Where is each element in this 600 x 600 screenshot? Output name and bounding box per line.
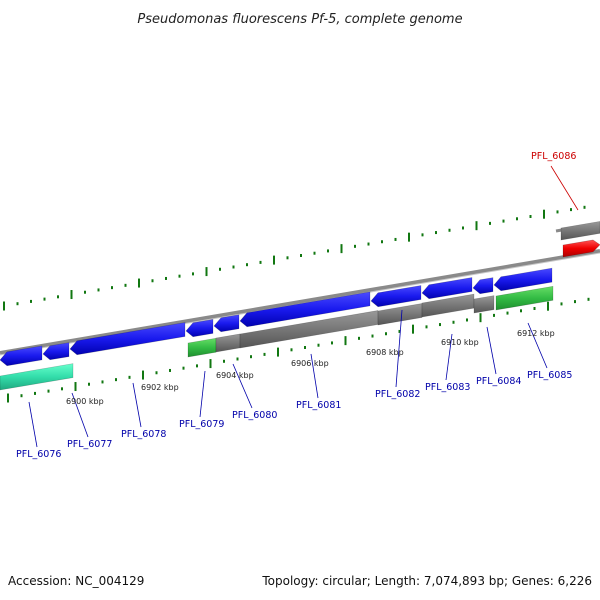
scale-label: 6902 kbp [141, 383, 179, 392]
scale-label: 6904 kbp [216, 371, 254, 380]
leader-line [199, 370, 206, 418]
label-leader-lines [28, 165, 579, 448]
gene-label: PFL_6083 [425, 382, 470, 393]
gene-label: PFL_6084 [476, 376, 521, 387]
leader-line [445, 333, 453, 381]
leader-line [71, 392, 89, 438]
gene-label: PFL_6082 [375, 389, 420, 400]
lower-tick-track [7, 297, 590, 403]
gene-features [0, 221, 600, 391]
green-block-pfl-6079 [187, 337, 217, 358]
backbone-upper [0, 249, 600, 355]
gene-block-pfl-6079 [185, 319, 214, 338]
leader-line [232, 363, 253, 409]
gray-block-a [215, 333, 241, 353]
gene-label: PFL_6080 [232, 410, 277, 421]
gray-block-e [473, 295, 495, 314]
teal-block-left [0, 363, 74, 391]
gene-label: PFL_6078 [121, 429, 166, 440]
gene-block-pfl-6083 [421, 277, 473, 300]
red-block-pfl-6086 [562, 239, 600, 258]
gene-block-pfl-6082 [370, 285, 422, 308]
accession-text: Accession: NC_004129 [8, 574, 144, 588]
leader-line [132, 382, 142, 428]
gray-block-pfl-6086 [560, 221, 600, 241]
gene-label: PFL_6086 [531, 151, 576, 162]
green-block-pfl-6085 [495, 285, 554, 311]
leader-line [310, 353, 319, 399]
leader-line [550, 165, 579, 211]
gene-label: PFL_6079 [179, 419, 224, 430]
gene-labels: PFL_6076 PFL_6077 PFL_6078 PFL_6079 PFL_6080… [16, 151, 576, 460]
gene-block-pfl-6077 [42, 342, 70, 361]
scale-label: 6912 kbp [517, 329, 555, 338]
gene-label: PFL_6081 [296, 400, 341, 411]
scale-labels: 6900 kbp 6902 kbp 6904 kbp 6906 kbp 6908 kbp… [66, 329, 555, 406]
scale-label: 6910 kbp [441, 338, 479, 347]
scale-label: 6906 kbp [291, 359, 329, 368]
gene-block-pfl-6084 [472, 277, 494, 295]
genome-summary-text: Topology: circular; Length: 7,074,893 bp… [261, 574, 592, 588]
gene-label: PFL_6085 [527, 370, 572, 381]
upper-tick-track [3, 205, 586, 311]
map-title: Pseudomonas fluorescens Pf-5, complete g… [137, 12, 462, 27]
scale-label: 6908 kbp [366, 348, 404, 357]
gene-block-pfl-6076 [0, 345, 43, 367]
gene-block-pfl-6081 [239, 291, 371, 328]
gray-block-c [377, 303, 423, 326]
gene-block-pfl-6085 [493, 267, 553, 292]
gene-block-pfl-6078 [69, 322, 186, 356]
leader-line [395, 309, 403, 388]
gene-label: PFL_6077 [67, 439, 112, 450]
leader-line [28, 401, 38, 448]
scale-label: 6900 kbp [66, 397, 104, 406]
leader-line [527, 322, 548, 369]
gene-label: PFL_6076 [16, 449, 61, 460]
leader-line [486, 326, 497, 375]
gene-block-pfl-6080 [213, 314, 240, 333]
